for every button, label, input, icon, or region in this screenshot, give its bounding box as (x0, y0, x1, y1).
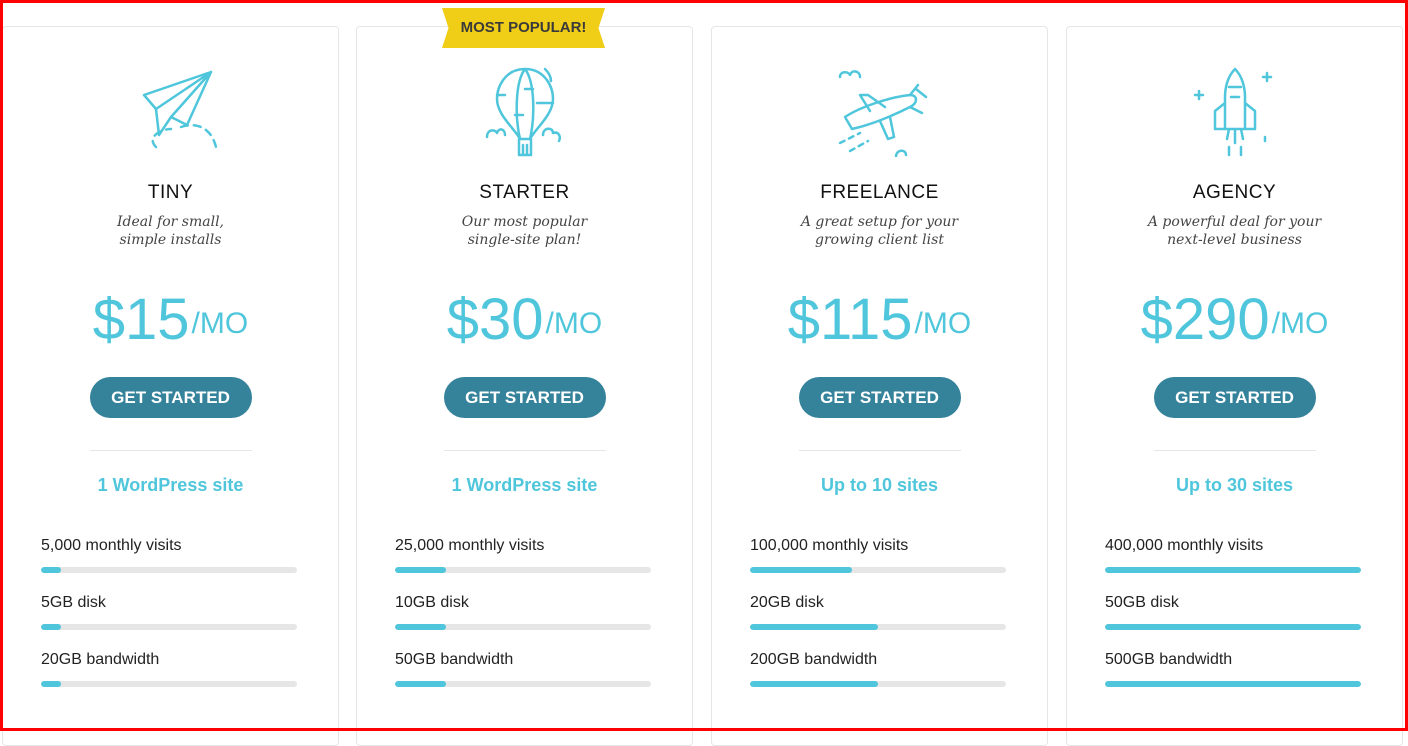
plan-card-tiny: TINY Ideal for small, simple installs $15… (2, 26, 339, 746)
hot-air-balloon-icon (475, 67, 575, 157)
plan-price: $15/MO (3, 285, 338, 355)
feature-row: 50GB bandwidth (395, 651, 651, 687)
tagline-line: growing client list (815, 232, 944, 248)
plan-price: $30/MO (357, 285, 692, 355)
feature-row: 5GB disk (41, 594, 297, 630)
feature-label: 100,000 monthly visits (750, 537, 909, 554)
tagline-line: single-site plan! (467, 232, 582, 248)
feature-row: 20GB disk (750, 594, 1006, 630)
feature-bar-fill (750, 624, 878, 630)
divider (1153, 450, 1316, 451)
feature-bar-fill (395, 624, 447, 630)
plan-sites: 1 WordPress site (451, 475, 598, 495)
feature-bar-fill (1105, 681, 1361, 687)
feature-bar (41, 681, 297, 687)
feature-bar (395, 567, 651, 573)
feature-bar (395, 624, 651, 630)
feature-bar-fill (1105, 624, 1361, 630)
feature-bar (41, 567, 297, 573)
feature-bar-fill (750, 567, 853, 573)
feature-label: 400,000 monthly visits (1105, 537, 1264, 554)
feature-label: 200GB bandwidth (750, 651, 878, 668)
feature-label: 50GB disk (1105, 594, 1179, 611)
tagline-line: Ideal for small, (116, 214, 225, 230)
tagline-line: A great setup for your (800, 214, 959, 230)
feature-bar-fill (750, 681, 878, 687)
get-started-button[interactable]: GET STARTED (89, 377, 252, 418)
feature-label: 5,000 monthly visits (41, 537, 182, 554)
plan-name: AGENCY (1192, 182, 1277, 203)
feature-bar (750, 567, 1006, 573)
feature-label: 20GB disk (750, 594, 824, 611)
plan-sites: Up to 10 sites (820, 475, 939, 495)
get-started-button[interactable]: GET STARTED (798, 377, 961, 418)
divider (89, 450, 252, 451)
plan-sites: 1 WordPress site (97, 475, 244, 495)
feature-row: 200GB bandwidth (750, 651, 1006, 687)
feature-row: 20GB bandwidth (41, 651, 297, 687)
price-amount: $15 (92, 287, 190, 352)
feature-bar-fill (41, 681, 62, 687)
feature-row: 50GB disk (1105, 594, 1361, 630)
feature-bar-fill (41, 567, 62, 573)
feature-bar (1105, 681, 1361, 687)
feature-label: 20GB bandwidth (41, 651, 160, 668)
feature-bar (1105, 624, 1361, 630)
feature-bar (395, 681, 651, 687)
plan-tagline: A great setup for your growing client lis… (712, 213, 1047, 249)
tagline-line: A powerful deal for your (1147, 214, 1322, 230)
feature-bar (750, 681, 1006, 687)
feature-row: 5,000 monthly visits (41, 537, 297, 573)
plan-card-freelance: FREELANCE A great setup for your growing … (711, 26, 1048, 746)
feature-bar-fill (41, 624, 62, 630)
price-amount: $30 (446, 287, 544, 352)
price-period: /MO (1271, 307, 1329, 340)
feature-row: 500GB bandwidth (1105, 651, 1361, 687)
plan-name: FREELANCE (820, 182, 939, 203)
feature-row: 10GB disk (395, 594, 651, 630)
feature-bar-fill (1105, 567, 1361, 573)
feature-bar-fill (395, 681, 447, 687)
feature-bar (41, 624, 297, 630)
plan-name: TINY (147, 182, 194, 203)
divider (443, 450, 606, 451)
plan-name: STARTER (479, 182, 570, 203)
paper-plane-icon (121, 67, 221, 157)
feature-row: 100,000 monthly visits (750, 537, 1006, 573)
price-period: /MO (191, 307, 249, 340)
feature-bar (1105, 567, 1361, 573)
plan-card-starter: STARTER Our most popular single-site plan… (356, 26, 693, 746)
tagline-line: next-level business (1167, 232, 1302, 248)
feature-label: 25,000 monthly visits (395, 537, 545, 554)
get-started-button[interactable]: GET STARTED (1153, 377, 1316, 418)
plan-sites: Up to 30 sites (1175, 475, 1294, 495)
plan-card-agency: AGENCY A powerful deal for your next-leve… (1066, 26, 1403, 746)
airplane-icon (830, 67, 930, 159)
get-started-button[interactable]: GET STARTED (443, 377, 606, 418)
feature-bar-fill (395, 567, 447, 573)
feature-bar (750, 624, 1006, 630)
feature-label: 50GB bandwidth (395, 651, 514, 668)
feature-row: 400,000 monthly visits (1105, 537, 1361, 573)
plan-price: $115/MO (712, 285, 1047, 355)
feature-label: 5GB disk (41, 594, 106, 611)
price-period: /MO (914, 307, 972, 340)
divider (798, 450, 961, 451)
plan-tagline: A powerful deal for your next-level busin… (1067, 213, 1402, 249)
price-amount: $290 (1140, 287, 1270, 352)
tagline-line: simple installs (119, 232, 222, 248)
price-amount: $115 (787, 287, 913, 352)
price-period: /MO (545, 307, 603, 340)
tagline-line: Our most popular (461, 214, 588, 230)
feature-row: 25,000 monthly visits (395, 537, 651, 573)
plan-tagline: Our most popular single-site plan! (357, 213, 692, 249)
plan-tagline: Ideal for small, simple installs (3, 213, 338, 249)
space-shuttle-icon (1185, 67, 1285, 157)
plan-price: $290/MO (1067, 285, 1402, 355)
feature-label: 500GB bandwidth (1105, 651, 1233, 668)
most-popular-ribbon: MOST POPULAR! (442, 8, 605, 48)
feature-label: 10GB disk (395, 594, 469, 611)
